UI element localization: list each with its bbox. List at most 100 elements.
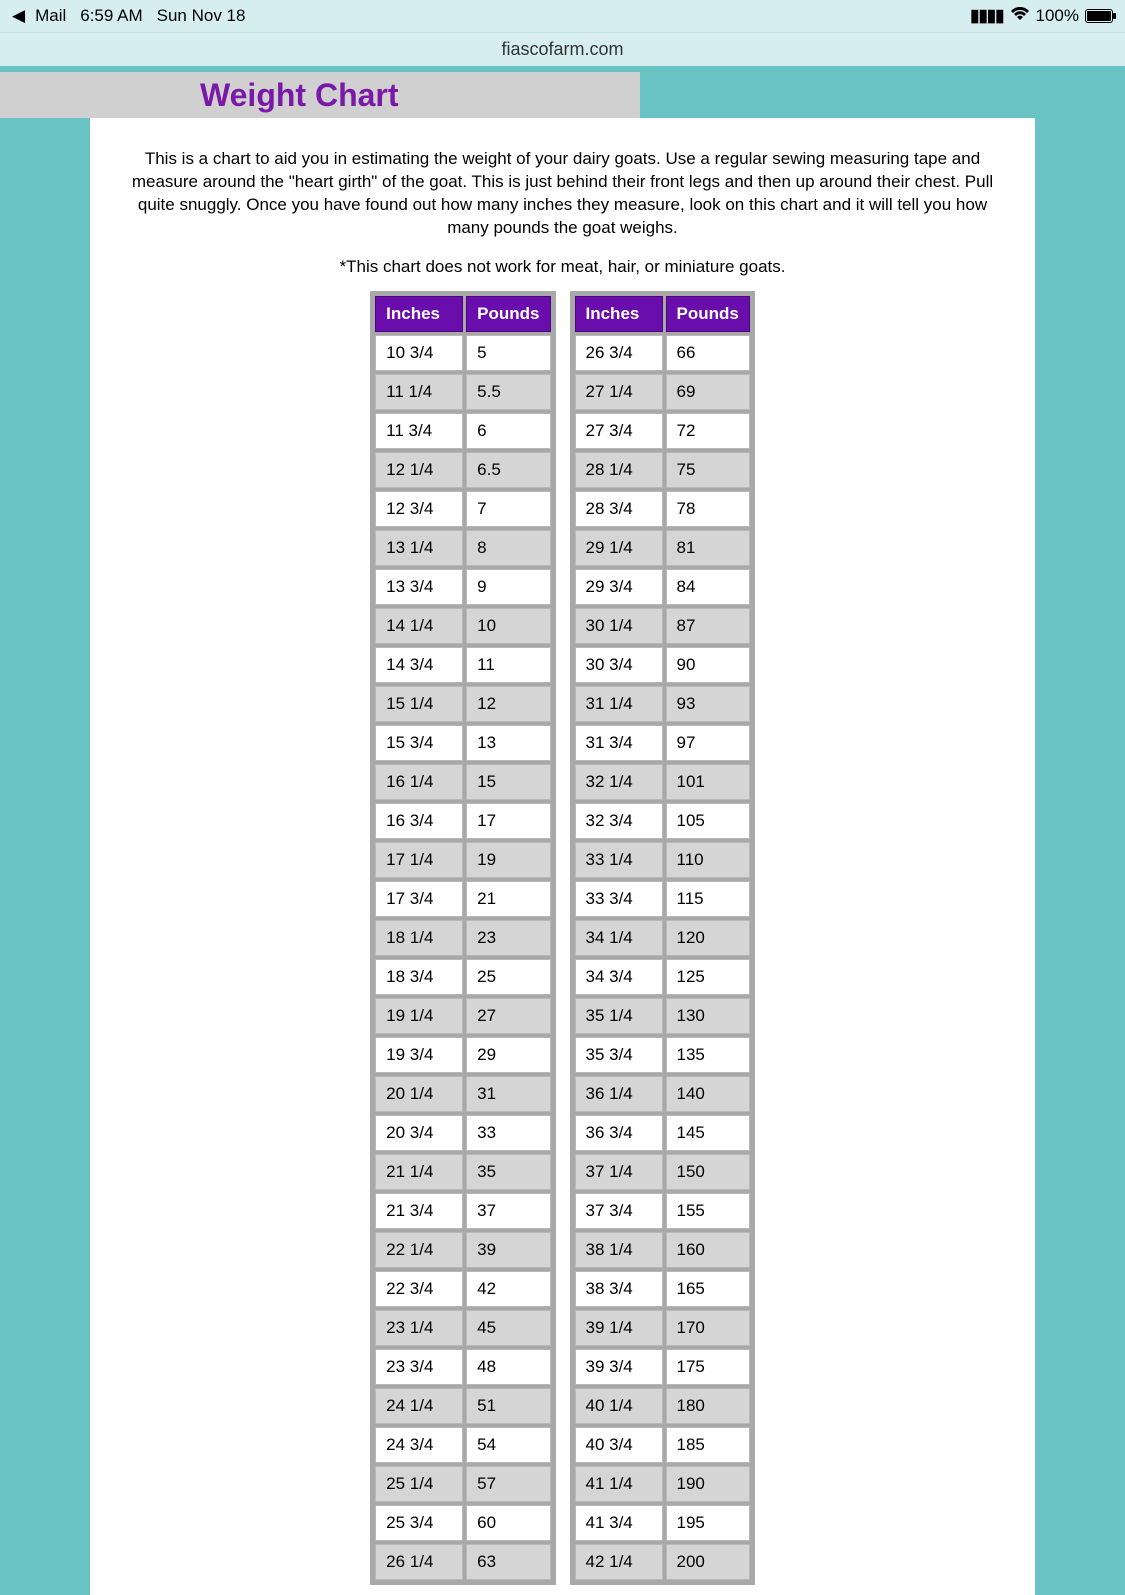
cell-inches: 19 3/4	[375, 1037, 463, 1073]
cell-inches: 27 1/4	[575, 374, 663, 410]
cell-pounds: 81	[666, 530, 750, 566]
cell-pounds: 51	[466, 1388, 550, 1424]
table-row: 22 1/439	[375, 1232, 550, 1268]
cell-inches: 17 3/4	[375, 881, 463, 917]
table-row: 31 3/497	[575, 725, 750, 761]
table-row: 29 3/484	[575, 569, 750, 605]
cell-pounds: 5	[466, 335, 550, 371]
table-row: 14 1/410	[375, 608, 550, 644]
weight-table-right: Inches Pounds 26 3/46627 1/46927 3/47228…	[570, 291, 755, 1585]
table-row: 42 1/4200	[575, 1544, 750, 1580]
cell-inches: 39 1/4	[575, 1310, 663, 1346]
cell-pounds: 155	[666, 1193, 750, 1229]
table-row: 39 1/4170	[575, 1310, 750, 1346]
status-time: 6:59 AM	[80, 6, 142, 26]
col-header-pounds: Pounds	[466, 296, 550, 332]
cell-pounds: 8	[466, 530, 550, 566]
cell-pounds: 21	[466, 881, 550, 917]
cell-inches: 40 3/4	[575, 1427, 663, 1463]
back-arrow-icon[interactable]: ◀	[12, 6, 25, 26]
cell-inches: 40 1/4	[575, 1388, 663, 1424]
cell-inches: 27 3/4	[575, 413, 663, 449]
cell-pounds: 115	[666, 881, 750, 917]
table-row: 30 3/490	[575, 647, 750, 683]
cell-pounds: 57	[466, 1466, 550, 1502]
cell-pounds: 63	[466, 1544, 550, 1580]
table-row: 33 1/4110	[575, 842, 750, 878]
col-header-inches: Inches	[375, 296, 463, 332]
cell-inches: 21 1/4	[375, 1154, 463, 1190]
cell-pounds: 5.5	[466, 374, 550, 410]
cell-inches: 39 3/4	[575, 1349, 663, 1385]
cell-inches: 31 1/4	[575, 686, 663, 722]
weight-table-left: Inches Pounds 10 3/4511 1/45.511 3/4612 …	[370, 291, 555, 1585]
cell-pounds: 17	[466, 803, 550, 839]
cell-pounds: 75	[666, 452, 750, 488]
table-row: 41 3/4195	[575, 1505, 750, 1541]
cell-inches: 18 3/4	[375, 959, 463, 995]
cell-pounds: 23	[466, 920, 550, 956]
cell-pounds: 6.5	[466, 452, 550, 488]
table-row: 23 3/448	[375, 1349, 550, 1385]
cell-inches: 34 1/4	[575, 920, 663, 956]
cell-pounds: 6	[466, 413, 550, 449]
table-row: 24 3/454	[375, 1427, 550, 1463]
cell-inches: 17 1/4	[375, 842, 463, 878]
cell-inches: 25 3/4	[375, 1505, 463, 1541]
cell-inches: 37 1/4	[575, 1154, 663, 1190]
cell-pounds: 69	[666, 374, 750, 410]
back-app-label[interactable]: Mail	[35, 6, 66, 26]
table-row: 33 3/4115	[575, 881, 750, 917]
page-title-strip: Weight Chart	[0, 72, 1125, 118]
table-row: 26 3/466	[575, 335, 750, 371]
url-domain: fiascofarm.com	[501, 39, 623, 60]
cell-pounds: 101	[666, 764, 750, 800]
weight-tables-container: Inches Pounds 10 3/4511 1/45.511 3/4612 …	[118, 291, 1007, 1585]
cell-pounds: 29	[466, 1037, 550, 1073]
cell-pounds: 180	[666, 1388, 750, 1424]
cell-inches: 19 1/4	[375, 998, 463, 1034]
cell-inches: 21 3/4	[375, 1193, 463, 1229]
cell-inches: 36 1/4	[575, 1076, 663, 1112]
cell-pounds: 35	[466, 1154, 550, 1190]
table-row: 19 1/427	[375, 998, 550, 1034]
status-date: Sun Nov 18	[157, 6, 246, 26]
cell-pounds: 15	[466, 764, 550, 800]
table-row: 34 1/4120	[575, 920, 750, 956]
cell-pounds: 66	[666, 335, 750, 371]
cell-pounds: 150	[666, 1154, 750, 1190]
cell-pounds: 48	[466, 1349, 550, 1385]
table-row: 21 1/435	[375, 1154, 550, 1190]
cell-pounds: 72	[666, 413, 750, 449]
cell-pounds: 42	[466, 1271, 550, 1307]
table-row: 38 1/4160	[575, 1232, 750, 1268]
table-row: 30 1/487	[575, 608, 750, 644]
table-row: 38 3/4165	[575, 1271, 750, 1307]
cell-inches: 41 1/4	[575, 1466, 663, 1502]
table-row: 32 1/4101	[575, 764, 750, 800]
cell-pounds: 140	[666, 1076, 750, 1112]
cell-inches: 29 3/4	[575, 569, 663, 605]
cell-pounds: 130	[666, 998, 750, 1034]
table-row: 32 3/4105	[575, 803, 750, 839]
table-row: 14 3/411	[375, 647, 550, 683]
cell-inches: 37 3/4	[575, 1193, 663, 1229]
cell-pounds: 11	[466, 647, 550, 683]
cell-pounds: 12	[466, 686, 550, 722]
table-row: 37 1/4150	[575, 1154, 750, 1190]
table-row: 15 1/412	[375, 686, 550, 722]
table-row: 25 3/460	[375, 1505, 550, 1541]
table-row: 17 1/419	[375, 842, 550, 878]
cell-inches: 15 3/4	[375, 725, 463, 761]
cell-pounds: 33	[466, 1115, 550, 1151]
cell-inches: 22 1/4	[375, 1232, 463, 1268]
browser-url-bar[interactable]: fiascofarm.com	[0, 32, 1125, 66]
cell-inches: 20 3/4	[375, 1115, 463, 1151]
cell-pounds: 145	[666, 1115, 750, 1151]
cell-inches: 30 3/4	[575, 647, 663, 683]
table-row: 19 3/429	[375, 1037, 550, 1073]
cell-inches: 32 1/4	[575, 764, 663, 800]
cell-pounds: 160	[666, 1232, 750, 1268]
content-card: This is a chart to aid you in estimating…	[90, 118, 1035, 1595]
table-row: 12 1/46.5	[375, 452, 550, 488]
